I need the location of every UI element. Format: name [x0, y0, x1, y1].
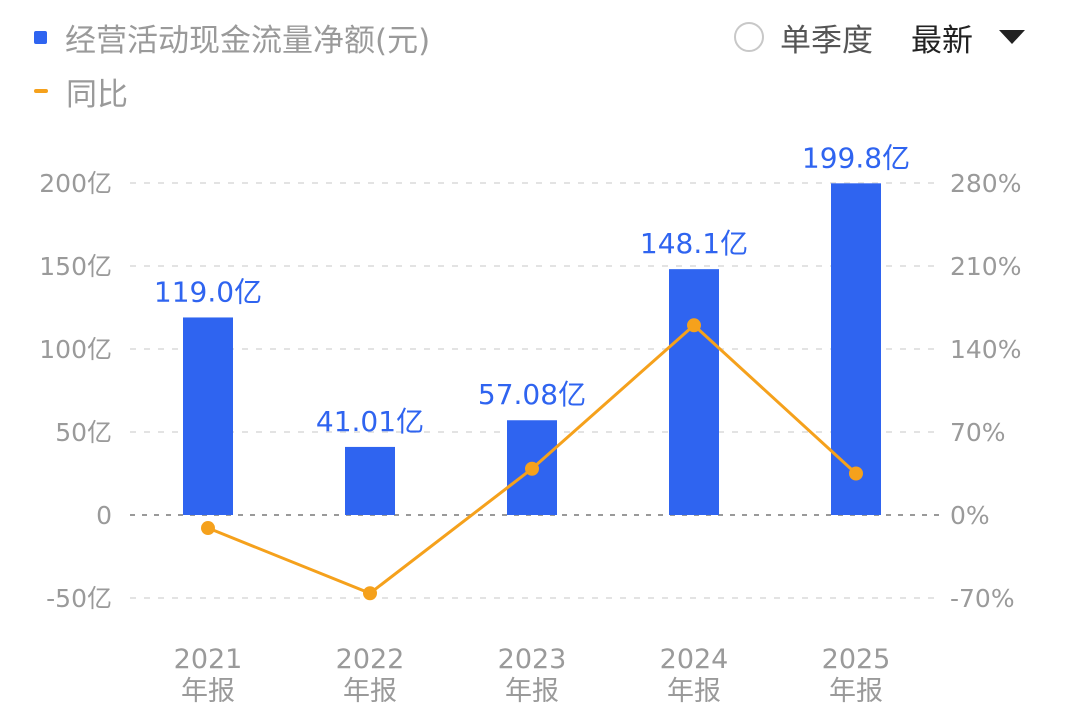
- legend-line-label: 同比: [66, 76, 128, 113]
- right-axis-tick-label: 70%: [950, 418, 1006, 447]
- x-axis-tick-label: 2022: [336, 644, 405, 675]
- left-axis-tick-label: 200亿: [39, 169, 112, 198]
- x-axis-tick-label: 2024: [660, 644, 729, 675]
- bar: [183, 317, 233, 515]
- bar-data-label: 119.0亿: [154, 275, 262, 308]
- x-axis-tick-label: 2023: [498, 644, 567, 675]
- sort-dropdown[interactable]: 最新: [911, 15, 1025, 60]
- right-axis-tick-label: -70%: [950, 584, 1015, 613]
- x-axis-tick-label: 2025: [822, 644, 891, 675]
- legend-line-entry: 同比: [34, 68, 128, 114]
- right-axis-tick-label: 140%: [950, 335, 1021, 364]
- right-axis-tick-label: 280%: [950, 169, 1021, 198]
- yoy-point: [363, 586, 377, 601]
- bar-data-label: 57.08亿: [478, 378, 586, 411]
- legend-bar-label: 经营活动现金流量净额(元): [65, 22, 431, 59]
- yoy-point: [201, 521, 215, 536]
- left-axis-tick-label: 100亿: [39, 335, 112, 364]
- bar-data-label: 199.8亿: [802, 141, 910, 174]
- x-axis-tick-label: 年报: [829, 676, 883, 707]
- left-axis-tick-label: -50亿: [46, 584, 112, 613]
- dropdown-triangle-icon[interactable]: [999, 30, 1025, 44]
- legend-bar-swatch: [34, 30, 47, 44]
- x-axis-tick-label: 年报: [181, 676, 235, 707]
- bar: [345, 446, 395, 515]
- bar: [669, 269, 719, 515]
- legend-bar-entry: 经营活动现金流量净额(元): [34, 14, 430, 60]
- legend-line-swatch: [34, 89, 48, 93]
- bar: [831, 183, 881, 515]
- yoy-point: [525, 461, 539, 476]
- right-axis-tick-label: 210%: [950, 252, 1021, 281]
- right-axis-tick-label: 0%: [950, 501, 990, 530]
- single-quarter-label[interactable]: 单季度: [780, 22, 873, 59]
- x-axis-tick-label: 年报: [505, 676, 559, 707]
- bar-data-label: 41.01亿: [316, 405, 424, 438]
- chart-controls: 单季度 最新: [734, 14, 1025, 60]
- x-axis-tick-label: 2021: [174, 644, 243, 675]
- yoy-point: [849, 466, 863, 481]
- sort-dropdown-label[interactable]: 最新: [911, 22, 973, 59]
- bar-data-label: 148.1亿: [640, 227, 748, 260]
- x-axis-tick-label: 年报: [343, 676, 397, 707]
- single-quarter-radio[interactable]: [734, 22, 764, 52]
- left-axis-tick-label: 50亿: [55, 418, 112, 447]
- yoy-point: [687, 318, 701, 333]
- left-axis-tick-label: 150亿: [39, 252, 112, 281]
- x-axis-tick-label: 年报: [667, 676, 721, 707]
- left-axis-tick-label: 0: [96, 501, 112, 530]
